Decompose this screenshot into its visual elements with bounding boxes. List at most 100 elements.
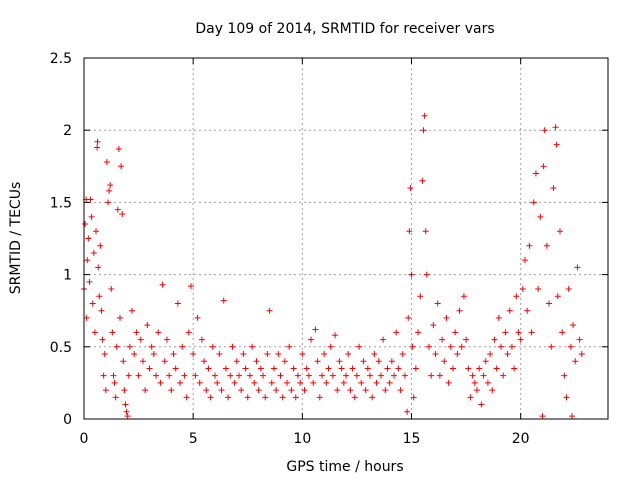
data-point	[196, 379, 203, 386]
data-point	[279, 394, 286, 401]
data-point	[183, 394, 190, 401]
data-point	[262, 394, 269, 401]
data-point	[98, 307, 105, 314]
data-point	[126, 343, 133, 350]
data-point	[231, 379, 238, 386]
data-point	[399, 351, 406, 358]
data-point	[449, 365, 456, 372]
data-point	[428, 372, 435, 379]
data-point	[273, 387, 280, 394]
data-point	[524, 307, 531, 314]
data-point	[535, 286, 542, 293]
data-point	[578, 351, 585, 358]
data-point	[108, 286, 115, 293]
data-point	[110, 372, 117, 379]
data-point	[137, 336, 144, 343]
data-point	[447, 343, 454, 350]
data-point	[148, 343, 155, 350]
data-point	[118, 163, 125, 170]
data-point	[421, 112, 428, 119]
data-point	[168, 387, 175, 394]
data-point	[94, 138, 101, 145]
data-point	[537, 213, 544, 220]
data-point	[194, 314, 201, 321]
x-tick-label: 20	[512, 431, 530, 447]
data-point	[316, 394, 323, 401]
data-point	[452, 329, 459, 336]
data-point	[369, 394, 376, 401]
data-point	[515, 329, 522, 336]
data-point	[107, 182, 114, 189]
data-point	[163, 336, 170, 343]
data-point	[471, 379, 478, 386]
data-point	[498, 343, 505, 350]
data-point	[101, 351, 108, 358]
data-point	[303, 365, 310, 372]
data-point	[240, 351, 247, 358]
x-tick-label: 15	[403, 431, 421, 447]
data-point	[236, 372, 243, 379]
data-points	[81, 112, 585, 420]
data-point	[554, 293, 561, 300]
data-point	[225, 394, 232, 401]
data-point	[131, 351, 138, 358]
data-point	[345, 351, 352, 358]
data-point	[275, 351, 282, 358]
data-point	[559, 329, 566, 336]
data-point	[508, 343, 515, 350]
data-point	[284, 379, 291, 386]
data-point	[100, 372, 107, 379]
data-point	[567, 343, 574, 350]
data-point	[495, 314, 502, 321]
data-point	[220, 297, 227, 304]
data-point	[146, 365, 153, 372]
data-point	[340, 379, 347, 386]
data-point	[460, 293, 467, 300]
data-point	[465, 365, 472, 372]
data-point	[349, 365, 356, 372]
data-point	[89, 300, 96, 307]
data-point	[174, 300, 181, 307]
data-point	[343, 372, 349, 379]
data-point	[260, 372, 267, 379]
data-point	[185, 329, 192, 336]
data-point	[121, 387, 128, 394]
data-point	[170, 351, 177, 358]
data-point	[407, 184, 414, 191]
data-point	[270, 365, 277, 372]
data-point	[526, 242, 533, 249]
data-point	[201, 358, 208, 365]
data-point	[312, 326, 319, 333]
data-point	[458, 343, 465, 350]
data-point	[422, 228, 429, 235]
data-point	[277, 372, 284, 379]
data-point	[423, 271, 430, 278]
data-point	[539, 413, 546, 420]
data-point	[103, 158, 110, 165]
data-point	[187, 283, 194, 290]
data-point	[467, 394, 474, 401]
data-point	[192, 372, 199, 379]
data-point	[172, 365, 179, 372]
data-point	[408, 271, 415, 278]
data-point	[338, 365, 345, 372]
data-point	[190, 351, 197, 358]
data-point	[395, 365, 402, 372]
data-point	[90, 249, 97, 256]
data-point	[511, 365, 518, 372]
data-point	[364, 365, 371, 372]
data-point	[556, 228, 563, 235]
data-point	[264, 351, 271, 358]
data-point	[177, 379, 184, 386]
data-point	[530, 199, 537, 206]
data-point	[552, 124, 559, 131]
data-point	[181, 372, 188, 379]
data-point	[347, 387, 354, 394]
data-point	[412, 365, 419, 372]
data-point	[419, 177, 426, 184]
data-point	[360, 358, 367, 365]
data-point	[541, 127, 548, 134]
data-point	[87, 196, 94, 203]
data-point	[82, 221, 89, 228]
data-point	[406, 228, 413, 235]
